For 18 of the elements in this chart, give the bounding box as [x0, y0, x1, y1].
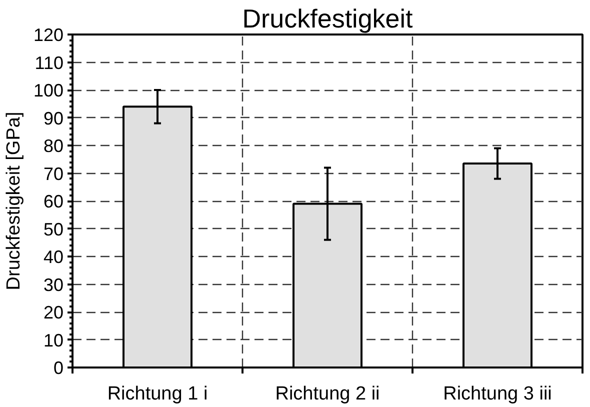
y-axis-title: Druckfestigkeit [GPa]: [3, 112, 24, 290]
y-tick-label: 10: [43, 330, 64, 350]
y-tick-label: 30: [43, 274, 64, 295]
y-tick-label: 90: [43, 108, 64, 128]
y-tick-label: 110: [34, 52, 64, 73]
x-tick-label: Richtung 3 iii: [443, 384, 552, 404]
y-tick-label: 120: [33, 25, 64, 45]
y-tick-label: 20: [43, 302, 64, 322]
y-tick-label: 40: [43, 247, 64, 267]
chart-title: Druckfestigkeit: [242, 4, 414, 34]
y-tick-label: 50: [43, 219, 64, 240]
x-tick-label: Richtung 2 ii: [275, 384, 380, 404]
y-tick-label: 60: [43, 192, 64, 212]
y-tick-label: 100: [33, 80, 64, 100]
y-tick-label: 80: [43, 136, 64, 156]
y-tick-label: 70: [43, 164, 64, 184]
y-tick-label: 0: [53, 358, 64, 378]
x-tick-label: Richtung 1 i: [107, 384, 208, 404]
